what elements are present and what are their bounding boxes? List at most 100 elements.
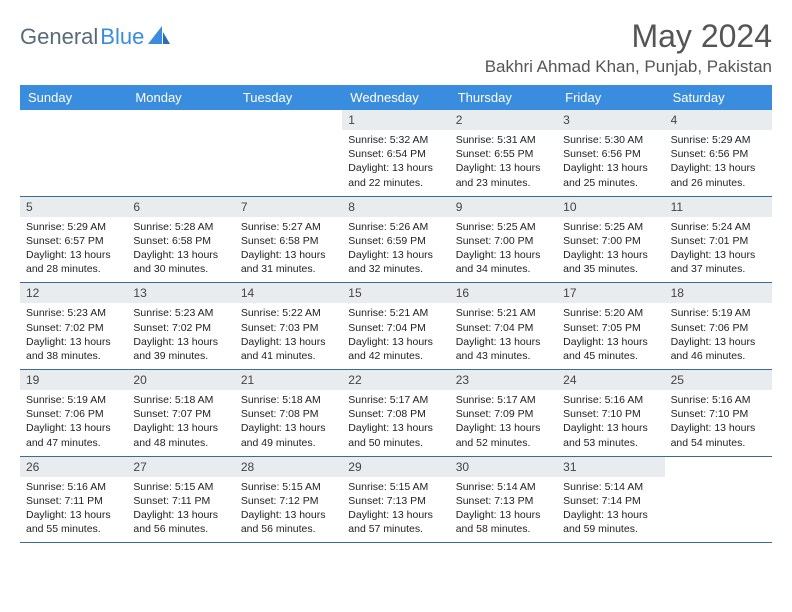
day-details: Sunrise: 5:18 AMSunset: 7:07 PMDaylight:… — [127, 390, 234, 456]
day-number: 16 — [450, 283, 557, 303]
day-number: 5 — [20, 197, 127, 217]
day-details: Sunrise: 5:19 AMSunset: 7:06 PMDaylight:… — [20, 390, 127, 456]
day-number: 2 — [450, 110, 557, 130]
day-details: Sunrise: 5:15 AMSunset: 7:11 PMDaylight:… — [127, 477, 234, 543]
day-cell: 10Sunrise: 5:25 AMSunset: 7:00 PMDayligh… — [557, 197, 664, 283]
day-number: 31 — [557, 457, 664, 477]
day-details: Sunrise: 5:30 AMSunset: 6:56 PMDaylight:… — [557, 130, 664, 196]
day-number: 3 — [557, 110, 664, 130]
day-details: Sunrise: 5:29 AMSunset: 6:57 PMDaylight:… — [20, 217, 127, 283]
day-details: Sunrise: 5:16 AMSunset: 7:10 PMDaylight:… — [557, 390, 664, 456]
day-cell: 20Sunrise: 5:18 AMSunset: 7:07 PMDayligh… — [127, 370, 234, 456]
weekday-header: Friday — [557, 85, 664, 110]
month-title: May 2024 — [485, 18, 772, 55]
day-cell: 29Sunrise: 5:15 AMSunset: 7:13 PMDayligh… — [342, 457, 449, 543]
day-cell: 18Sunrise: 5:19 AMSunset: 7:06 PMDayligh… — [665, 283, 772, 369]
day-details: Sunrise: 5:16 AMSunset: 7:11 PMDaylight:… — [20, 477, 127, 543]
weekday-header: Thursday — [450, 85, 557, 110]
location-text: Bakhri Ahmad Khan, Punjab, Pakistan — [485, 57, 772, 77]
logo-sail-icon — [148, 24, 170, 50]
day-cell: 0 — [20, 110, 127, 196]
day-number: 23 — [450, 370, 557, 390]
day-details: Sunrise: 5:17 AMSunset: 7:08 PMDaylight:… — [342, 390, 449, 456]
weekday-header: Tuesday — [235, 85, 342, 110]
weekday-header: Monday — [127, 85, 234, 110]
day-number: 8 — [342, 197, 449, 217]
day-number: 1 — [342, 110, 449, 130]
day-cell: 1Sunrise: 5:32 AMSunset: 6:54 PMDaylight… — [342, 110, 449, 196]
day-number: 18 — [665, 283, 772, 303]
header: GeneralBlue May 2024 Bakhri Ahmad Khan, … — [20, 18, 772, 77]
day-number: 9 — [450, 197, 557, 217]
day-details: Sunrise: 5:29 AMSunset: 6:56 PMDaylight:… — [665, 130, 772, 196]
day-number: 12 — [20, 283, 127, 303]
day-cell: 15Sunrise: 5:21 AMSunset: 7:04 PMDayligh… — [342, 283, 449, 369]
day-cell: 3Sunrise: 5:30 AMSunset: 6:56 PMDaylight… — [557, 110, 664, 196]
day-details: Sunrise: 5:14 AMSunset: 7:14 PMDaylight:… — [557, 477, 664, 543]
day-details: Sunrise: 5:16 AMSunset: 7:10 PMDaylight:… — [665, 390, 772, 456]
day-number: 6 — [127, 197, 234, 217]
day-cell: 11Sunrise: 5:24 AMSunset: 7:01 PMDayligh… — [665, 197, 772, 283]
day-cell: 21Sunrise: 5:18 AMSunset: 7:08 PMDayligh… — [235, 370, 342, 456]
calendar: SundayMondayTuesdayWednesdayThursdayFrid… — [20, 85, 772, 543]
day-details: Sunrise: 5:15 AMSunset: 7:13 PMDaylight:… — [342, 477, 449, 543]
day-cell: 17Sunrise: 5:20 AMSunset: 7:05 PMDayligh… — [557, 283, 664, 369]
day-details: Sunrise: 5:26 AMSunset: 6:59 PMDaylight:… — [342, 217, 449, 283]
weekday-header-row: SundayMondayTuesdayWednesdayThursdayFrid… — [20, 85, 772, 110]
day-number: 7 — [235, 197, 342, 217]
day-details: Sunrise: 5:21 AMSunset: 7:04 PMDaylight:… — [450, 303, 557, 369]
day-cell: 27Sunrise: 5:15 AMSunset: 7:11 PMDayligh… — [127, 457, 234, 543]
day-details: Sunrise: 5:31 AMSunset: 6:55 PMDaylight:… — [450, 130, 557, 196]
day-number: 29 — [342, 457, 449, 477]
title-block: May 2024 Bakhri Ahmad Khan, Punjab, Paki… — [485, 18, 772, 77]
day-cell: 31Sunrise: 5:14 AMSunset: 7:14 PMDayligh… — [557, 457, 664, 543]
day-number: 24 — [557, 370, 664, 390]
day-details: Sunrise: 5:27 AMSunset: 6:58 PMDaylight:… — [235, 217, 342, 283]
day-cell: 4Sunrise: 5:29 AMSunset: 6:56 PMDaylight… — [665, 110, 772, 196]
day-cell: 16Sunrise: 5:21 AMSunset: 7:04 PMDayligh… — [450, 283, 557, 369]
day-cell: 0 — [235, 110, 342, 196]
day-number: 21 — [235, 370, 342, 390]
day-number: 10 — [557, 197, 664, 217]
day-number: 14 — [235, 283, 342, 303]
day-number: 19 — [20, 370, 127, 390]
day-number: 20 — [127, 370, 234, 390]
logo-text-blue: Blue — [100, 24, 144, 50]
day-details: Sunrise: 5:14 AMSunset: 7:13 PMDaylight:… — [450, 477, 557, 543]
day-cell: 7Sunrise: 5:27 AMSunset: 6:58 PMDaylight… — [235, 197, 342, 283]
day-details: Sunrise: 5:23 AMSunset: 7:02 PMDaylight:… — [127, 303, 234, 369]
day-number: 22 — [342, 370, 449, 390]
week-row: 19Sunrise: 5:19 AMSunset: 7:06 PMDayligh… — [20, 370, 772, 457]
day-details: Sunrise: 5:17 AMSunset: 7:09 PMDaylight:… — [450, 390, 557, 456]
day-number: 17 — [557, 283, 664, 303]
day-cell: 22Sunrise: 5:17 AMSunset: 7:08 PMDayligh… — [342, 370, 449, 456]
day-number: 25 — [665, 370, 772, 390]
day-number: 15 — [342, 283, 449, 303]
day-cell — [665, 457, 772, 543]
day-cell: 13Sunrise: 5:23 AMSunset: 7:02 PMDayligh… — [127, 283, 234, 369]
day-cell: 26Sunrise: 5:16 AMSunset: 7:11 PMDayligh… — [20, 457, 127, 543]
weekday-header: Saturday — [665, 85, 772, 110]
day-cell: 24Sunrise: 5:16 AMSunset: 7:10 PMDayligh… — [557, 370, 664, 456]
day-cell: 9Sunrise: 5:25 AMSunset: 7:00 PMDaylight… — [450, 197, 557, 283]
day-cell: 0 — [127, 110, 234, 196]
day-details: Sunrise: 5:28 AMSunset: 6:58 PMDaylight:… — [127, 217, 234, 283]
day-number: 27 — [127, 457, 234, 477]
day-cell: 5Sunrise: 5:29 AMSunset: 6:57 PMDaylight… — [20, 197, 127, 283]
week-row: 0001Sunrise: 5:32 AMSunset: 6:54 PMDayli… — [20, 110, 772, 197]
day-cell: 14Sunrise: 5:22 AMSunset: 7:03 PMDayligh… — [235, 283, 342, 369]
day-details: Sunrise: 5:25 AMSunset: 7:00 PMDaylight:… — [450, 217, 557, 283]
day-cell: 30Sunrise: 5:14 AMSunset: 7:13 PMDayligh… — [450, 457, 557, 543]
weekday-header: Wednesday — [342, 85, 449, 110]
day-cell: 19Sunrise: 5:19 AMSunset: 7:06 PMDayligh… — [20, 370, 127, 456]
day-cell: 28Sunrise: 5:15 AMSunset: 7:12 PMDayligh… — [235, 457, 342, 543]
day-cell: 8Sunrise: 5:26 AMSunset: 6:59 PMDaylight… — [342, 197, 449, 283]
day-details: Sunrise: 5:18 AMSunset: 7:08 PMDaylight:… — [235, 390, 342, 456]
day-details: Sunrise: 5:23 AMSunset: 7:02 PMDaylight:… — [20, 303, 127, 369]
day-cell: 2Sunrise: 5:31 AMSunset: 6:55 PMDaylight… — [450, 110, 557, 196]
week-row: 26Sunrise: 5:16 AMSunset: 7:11 PMDayligh… — [20, 457, 772, 544]
day-number: 28 — [235, 457, 342, 477]
day-cell: 12Sunrise: 5:23 AMSunset: 7:02 PMDayligh… — [20, 283, 127, 369]
day-details: Sunrise: 5:15 AMSunset: 7:12 PMDaylight:… — [235, 477, 342, 543]
weekday-header: Sunday — [20, 85, 127, 110]
